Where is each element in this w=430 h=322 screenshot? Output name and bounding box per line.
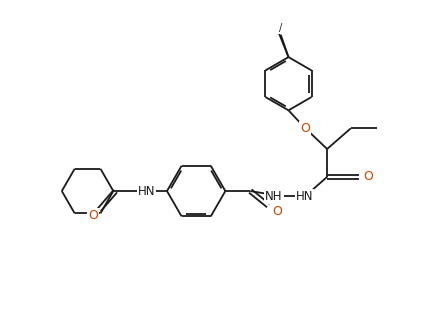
Text: O: O — [362, 170, 372, 184]
Text: HN: HN — [295, 190, 313, 203]
Text: O: O — [299, 122, 309, 135]
Text: /: / — [279, 23, 282, 33]
Text: O: O — [88, 209, 98, 222]
Text: HN: HN — [137, 185, 155, 198]
Text: NH: NH — [264, 190, 282, 203]
Text: O: O — [271, 205, 281, 218]
